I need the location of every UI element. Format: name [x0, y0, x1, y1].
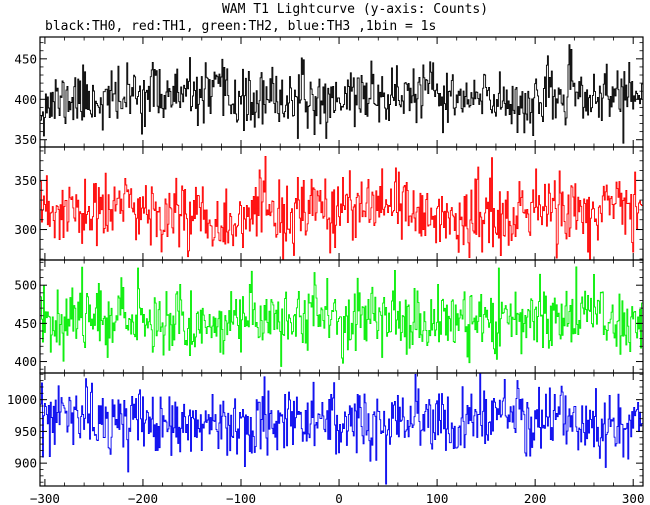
y-tick-label: 350	[14, 132, 37, 147]
y-tick-label: 350	[14, 173, 37, 188]
panel-th3: 900 950 1000	[7, 372, 644, 487]
panel-frame	[39, 372, 644, 487]
y-tick-label: 450	[14, 316, 37, 331]
y-tick-label: 450	[14, 51, 37, 66]
x-tick-label: 100	[426, 491, 449, 505]
x-tick-label: 300	[622, 491, 645, 505]
series-line-th3	[40, 373, 643, 485]
y-tick-label: 950	[14, 424, 37, 439]
panel-th0: 350 400 450	[14, 36, 644, 148]
y-tick-label: 400	[14, 354, 37, 369]
panel-th2: 400 450 500	[14, 259, 644, 374]
panels-group: 350 400 450 300 350 400 450 500 900 950 1000	[7, 36, 644, 487]
x-tick-label: −300	[30, 491, 60, 505]
y-tick-label: 1000	[7, 392, 37, 407]
series-line-th0	[40, 44, 643, 144]
chart-subtitle: black:TH0, red:TH1, green:TH2, blue:TH3 …	[45, 19, 436, 34]
chart-title: WAM T1 Lightcurve (y-axis: Counts)	[222, 2, 488, 17]
x-tick-label: −200	[128, 491, 158, 505]
y-tick-label: 400	[14, 92, 37, 107]
series-line-th1	[40, 156, 643, 260]
x-tick-label: 200	[524, 491, 547, 505]
y-tick-label: 900	[14, 456, 37, 471]
series-line-th2	[40, 266, 643, 367]
x-axis: −300 −200 −100 0 100 200 300	[30, 491, 645, 505]
x-tick-label: −100	[226, 491, 256, 505]
panel-th1: 300 350	[14, 146, 644, 261]
x-tick-label: 0	[335, 491, 343, 505]
y-tick-label: 300	[14, 222, 37, 237]
y-tick-label: 500	[14, 278, 37, 293]
